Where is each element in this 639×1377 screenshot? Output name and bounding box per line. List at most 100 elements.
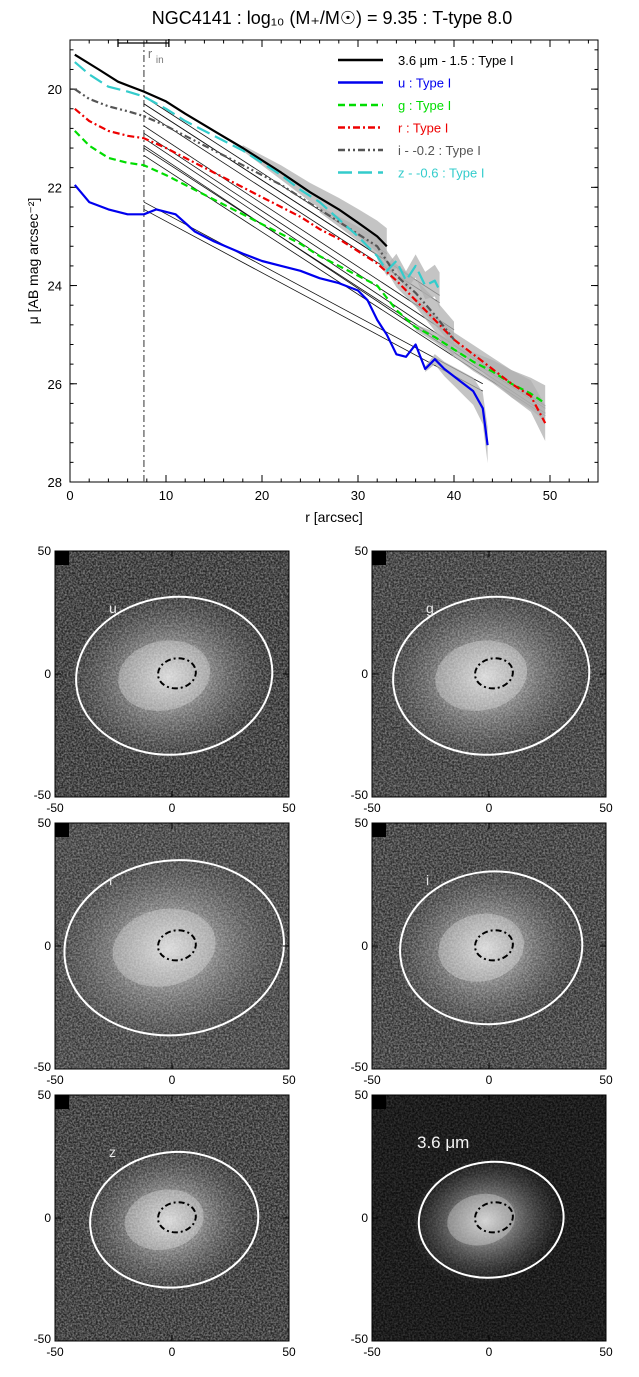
- image-panel-6: 3.6 μm 50 0 -50-50 0 50: [351, 1088, 613, 1359]
- panel-x-tick-label: 50: [282, 1073, 296, 1087]
- panel-x-tick-label: 0: [486, 801, 493, 815]
- panel-image: g: [372, 551, 606, 797]
- panel-x-tick-label: 50: [282, 801, 296, 815]
- panel-y-tick-label: -50: [34, 1060, 52, 1074]
- legend-label: u : Type I: [398, 76, 451, 91]
- inner-ellipse: [474, 929, 514, 962]
- series-line: [74, 107, 547, 424]
- series-line: [74, 61, 441, 291]
- panel-y-tick-label: 0: [361, 667, 368, 681]
- outer-isophote-ellipse: [392, 595, 591, 756]
- x-tick-label: 30: [351, 488, 365, 503]
- image-panel-2: g 50 0 -50-50 0 50: [351, 544, 613, 815]
- fit-line: [143, 201, 483, 385]
- panel-y-tick-label: 50: [355, 816, 369, 830]
- legend-label: r : Type I: [398, 121, 448, 136]
- panel-y-tick-label: 0: [361, 1211, 368, 1225]
- error-band: [242, 145, 387, 265]
- panel-y-tick-label: -50: [34, 788, 52, 802]
- panel-image: 3.6 μm: [372, 1095, 606, 1341]
- panel-y-tick-label: -50: [351, 1060, 369, 1074]
- legend-label: g : Type I: [398, 98, 451, 113]
- galaxy-glow: [382, 589, 589, 765]
- y-tick-label: 22: [48, 180, 62, 195]
- x-tick-label: 40: [447, 488, 461, 503]
- panel-x-tick-label: 50: [599, 801, 613, 815]
- galaxy-core: [112, 908, 216, 987]
- series-line: [73, 184, 489, 446]
- galaxy-glow: [80, 1145, 257, 1296]
- panel-y-tick-label: 0: [44, 667, 51, 681]
- r-in-label-sub: in: [156, 55, 164, 66]
- panel-x-tick-label: 0: [486, 1345, 493, 1359]
- galaxy-glow: [55, 851, 284, 1046]
- image-panel-5: z 50 0 -50-50 0 50: [34, 1088, 296, 1359]
- x-tick-label: 0: [66, 488, 73, 503]
- panel-image: u: [55, 551, 289, 797]
- inner-ellipse: [474, 657, 514, 690]
- galaxy-glow: [409, 1156, 562, 1285]
- panel-band-label: z: [109, 1144, 116, 1160]
- panel-y-tick-label: -50: [351, 788, 369, 802]
- panel-image: i: [372, 823, 606, 1069]
- y-tick-label: 24: [48, 279, 62, 294]
- panel-y-tick-label: 0: [361, 939, 368, 953]
- x-tick-label: 10: [159, 488, 173, 503]
- galaxy-core: [435, 640, 528, 711]
- galaxy-glow: [65, 589, 272, 765]
- plot-frame: [69, 39, 599, 483]
- panel-band-label: 3.6 μm: [417, 1133, 469, 1152]
- panel-x-tick-label: -50: [363, 1073, 381, 1087]
- panel-y-tick-label: 50: [38, 816, 52, 830]
- corner-mark: [55, 1095, 69, 1109]
- y-tick-label: 28: [48, 475, 62, 490]
- profile-plot: 0 10 20 30 40 50 20 22 24 26 28 r [arcsec] μ [AB mag…: [25, 39, 599, 525]
- inner-ellipse: [157, 929, 197, 962]
- panel-y-tick-label: 50: [38, 1088, 52, 1102]
- panel-band-label: r: [109, 872, 114, 888]
- fit-line: [143, 209, 483, 392]
- panel-image: z: [55, 1095, 289, 1341]
- outer-isophote-ellipse: [417, 1160, 565, 1279]
- error-band: [319, 206, 454, 358]
- fit-line: [143, 132, 455, 338]
- y-axis-label: μ [AB mag arcsec⁻²]: [25, 198, 41, 325]
- panel-y-tick-label: -50: [351, 1332, 369, 1346]
- panel-x-tick-label: 50: [599, 1073, 613, 1087]
- fit-line: [143, 125, 455, 331]
- panel-x-tick-label: 50: [282, 1345, 296, 1359]
- inner-ellipse: [157, 1201, 197, 1234]
- inner-ellipse: [474, 1201, 514, 1234]
- r-in-label: r: [148, 46, 153, 61]
- corner-mark: [55, 551, 69, 565]
- corner-mark: [372, 1095, 386, 1109]
- panel-y-tick-label: -50: [34, 1332, 52, 1346]
- corner-mark: [372, 551, 386, 565]
- galaxy-glow: [390, 864, 581, 1034]
- panel-x-tick-label: 0: [169, 1345, 176, 1359]
- image-panel-1: u 50 0 -50-50 0 50: [34, 544, 296, 815]
- panel-x-tick-label: 0: [169, 801, 176, 815]
- panel-y-tick-label: 50: [38, 544, 52, 558]
- panel-y-tick-label: 50: [355, 544, 369, 558]
- panel-band-label: u: [109, 600, 117, 616]
- x-axis-label: r [arcsec]: [305, 509, 363, 525]
- panel-x-tick-label: 0: [486, 1073, 493, 1087]
- panel-x-tick-label: -50: [46, 1345, 64, 1359]
- panel-y-tick-label: 50: [355, 1088, 369, 1102]
- error-band: [377, 253, 440, 309]
- outer-isophote-ellipse: [75, 595, 274, 756]
- outer-isophote-ellipse: [399, 870, 584, 1026]
- galaxy-core: [124, 1189, 204, 1250]
- image-panel-4: i 50 0 -50-50 0 50: [351, 816, 613, 1087]
- inner-ellipse: [157, 657, 197, 690]
- panel-band-label: i: [426, 872, 429, 888]
- error-band: [425, 354, 488, 464]
- panel-x-tick-label: -50: [363, 1345, 381, 1359]
- panel-x-tick-label: -50: [363, 801, 381, 815]
- panel-y-tick-label: 0: [44, 1211, 51, 1225]
- panel-x-tick-label: -50: [46, 801, 64, 815]
- legend-label: i - -0.2 : Type I: [398, 143, 481, 158]
